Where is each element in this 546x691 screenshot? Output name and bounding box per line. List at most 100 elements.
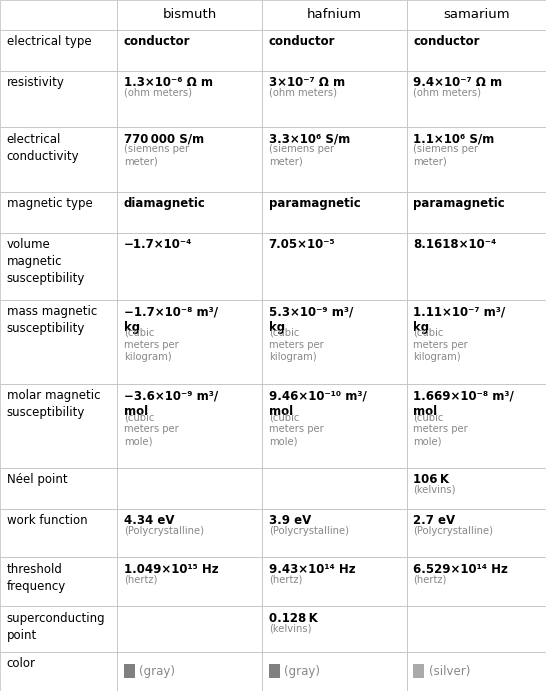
Text: electrical
conductivity: electrical conductivity: [7, 133, 79, 163]
Bar: [262, 606, 407, 652]
Bar: [407, 468, 546, 509]
Text: 9.43×10¹⁴ Hz: 9.43×10¹⁴ Hz: [269, 563, 355, 576]
Text: 770 000 S/m: 770 000 S/m: [124, 133, 204, 146]
Bar: [117, 606, 262, 652]
Text: (Polycrystalline): (Polycrystalline): [269, 526, 349, 536]
Bar: [117, 192, 262, 233]
Text: 0.128 K: 0.128 K: [269, 612, 317, 625]
Bar: [0, 127, 117, 192]
Text: 2.7 eV: 2.7 eV: [413, 514, 455, 527]
Bar: [413, 665, 424, 679]
Text: 1.1×10⁶ S/m: 1.1×10⁶ S/m: [413, 133, 495, 146]
Bar: [124, 665, 135, 679]
Text: 6.529×10¹⁴ Hz: 6.529×10¹⁴ Hz: [413, 563, 508, 576]
Text: (gray): (gray): [284, 665, 320, 678]
Text: (cubic
meters per
mole): (cubic meters per mole): [413, 412, 468, 446]
Bar: [0, 233, 117, 299]
Bar: [262, 127, 407, 192]
Text: 1.669×10⁻⁸ m³/
mol: 1.669×10⁻⁸ m³/ mol: [413, 389, 514, 418]
Text: electrical type: electrical type: [7, 35, 91, 48]
Bar: [117, 30, 262, 70]
Text: (hertz): (hertz): [269, 574, 302, 585]
Text: (siemens per
meter): (siemens per meter): [413, 144, 478, 167]
Bar: [262, 0, 407, 30]
Bar: [262, 509, 407, 558]
Text: 9.46×10⁻¹⁰ m³/
mol: 9.46×10⁻¹⁰ m³/ mol: [269, 389, 366, 418]
Bar: [262, 30, 407, 70]
Text: 1.049×10¹⁵ Hz: 1.049×10¹⁵ Hz: [124, 563, 218, 576]
Bar: [262, 192, 407, 233]
Text: (cubic
meters per
kilogram): (cubic meters per kilogram): [413, 328, 468, 362]
Text: (kelvins): (kelvins): [413, 485, 456, 495]
Bar: [262, 652, 407, 691]
Text: hafnium: hafnium: [307, 8, 362, 21]
Text: conductor: conductor: [269, 35, 335, 48]
Bar: [0, 509, 117, 558]
Bar: [0, 468, 117, 509]
Bar: [407, 127, 546, 192]
Bar: [0, 652, 117, 691]
Text: −1.7×10⁻⁸ m³/
kg: −1.7×10⁻⁸ m³/ kg: [124, 305, 218, 334]
Bar: [262, 384, 407, 468]
Text: color: color: [7, 657, 35, 670]
Text: 3.9 eV: 3.9 eV: [269, 514, 311, 527]
Text: 106 K: 106 K: [413, 473, 449, 486]
Text: (ohm meters): (ohm meters): [413, 88, 482, 97]
Text: conductor: conductor: [124, 35, 191, 48]
Text: (gray): (gray): [139, 665, 175, 678]
Text: 3.3×10⁶ S/m: 3.3×10⁶ S/m: [269, 133, 350, 146]
Text: 4.34 eV: 4.34 eV: [124, 514, 174, 527]
Bar: [407, 233, 546, 299]
Bar: [117, 652, 262, 691]
Bar: [407, 299, 546, 384]
Bar: [0, 0, 117, 30]
Bar: [407, 606, 546, 652]
Text: (siemens per
meter): (siemens per meter): [124, 144, 189, 167]
Bar: [407, 509, 546, 558]
Text: mass magnetic
susceptibility: mass magnetic susceptibility: [7, 305, 97, 335]
Text: (ohm meters): (ohm meters): [269, 88, 337, 97]
Text: (ohm meters): (ohm meters): [124, 88, 192, 97]
Bar: [0, 30, 117, 70]
Text: 9.4×10⁻⁷ Ω m: 9.4×10⁻⁷ Ω m: [413, 76, 502, 89]
Bar: [407, 384, 546, 468]
Text: (cubic
meters per
mole): (cubic meters per mole): [124, 412, 179, 446]
Bar: [117, 384, 262, 468]
Bar: [0, 299, 117, 384]
Bar: [407, 652, 546, 691]
Bar: [407, 0, 546, 30]
Bar: [407, 70, 546, 127]
Text: superconducting
point: superconducting point: [7, 612, 105, 642]
Bar: [117, 127, 262, 192]
Bar: [0, 192, 117, 233]
Text: 3×10⁻⁷ Ω m: 3×10⁻⁷ Ω m: [269, 76, 345, 89]
Bar: [117, 468, 262, 509]
Bar: [117, 558, 262, 606]
Text: paramagnetic: paramagnetic: [269, 198, 360, 210]
Bar: [0, 384, 117, 468]
Text: paramagnetic: paramagnetic: [413, 198, 505, 210]
Text: (kelvins): (kelvins): [269, 623, 311, 633]
Bar: [269, 665, 280, 679]
Text: (hertz): (hertz): [413, 574, 447, 585]
Bar: [117, 233, 262, 299]
Bar: [262, 558, 407, 606]
Text: 5.3×10⁻⁹ m³/
kg: 5.3×10⁻⁹ m³/ kg: [269, 305, 353, 334]
Bar: [262, 70, 407, 127]
Bar: [0, 558, 117, 606]
Text: magnetic type: magnetic type: [7, 198, 92, 210]
Text: 1.3×10⁻⁶ Ω m: 1.3×10⁻⁶ Ω m: [124, 76, 213, 89]
Text: (silver): (silver): [429, 665, 470, 678]
Bar: [262, 468, 407, 509]
Text: work function: work function: [7, 514, 87, 527]
Text: (Polycrystalline): (Polycrystalline): [124, 526, 204, 536]
Text: Néel point: Néel point: [7, 473, 67, 486]
Text: (cubic
meters per
mole): (cubic meters per mole): [269, 412, 323, 446]
Text: resistivity: resistivity: [7, 76, 64, 89]
Text: volume
magnetic
susceptibility: volume magnetic susceptibility: [7, 238, 85, 285]
Bar: [0, 606, 117, 652]
Text: 8.1618×10⁻⁴: 8.1618×10⁻⁴: [413, 238, 496, 252]
Text: 7.05×10⁻⁵: 7.05×10⁻⁵: [269, 238, 335, 252]
Bar: [262, 299, 407, 384]
Bar: [407, 30, 546, 70]
